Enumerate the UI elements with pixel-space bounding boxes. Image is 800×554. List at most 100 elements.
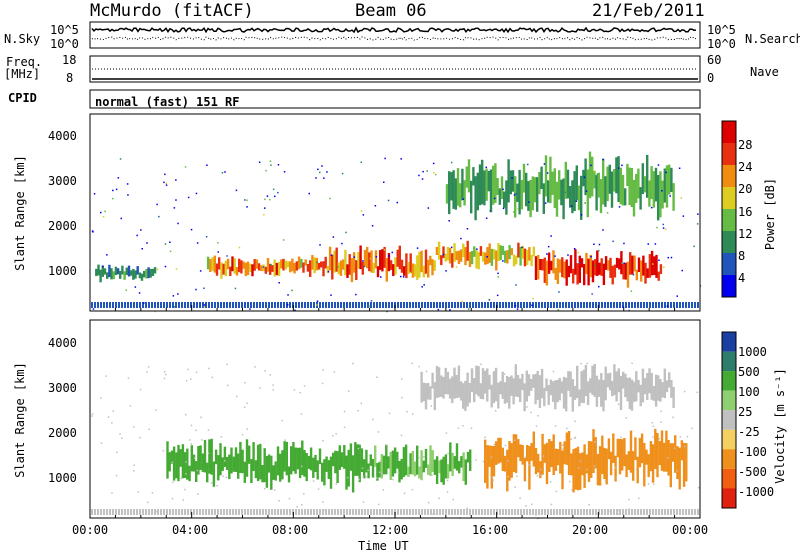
heatmap-cell: [604, 366, 607, 401]
heatmap-cell: [611, 265, 614, 285]
heatmap-cell: [101, 265, 104, 277]
scatter-cell: [670, 509, 672, 515]
heatmap-cell: [270, 455, 273, 490]
heatmap-cell: [418, 365, 420, 368]
heatmap-cell: [450, 161, 453, 164]
scatter-cell: [199, 509, 201, 515]
heatmap-cell: [569, 186, 572, 208]
heatmap-cell: [557, 309, 560, 311]
heatmap-cell: [608, 372, 612, 391]
heatmap-cell: [567, 254, 569, 256]
heatmap-cell: [427, 259, 430, 278]
heatmap-cell: [359, 245, 362, 270]
heatmap-cell: [497, 437, 500, 464]
heatmap-cell: [171, 497, 174, 500]
scatter-cell: [481, 509, 483, 515]
heatmap-cell: [464, 380, 467, 411]
heatmap-cell: [330, 254, 333, 256]
heatmap-cell: [172, 481, 174, 483]
heatmap-cell: [642, 255, 645, 276]
scatter-cell: [124, 509, 126, 515]
heatmap-cell: [461, 168, 464, 201]
heatmap-cell: [629, 252, 632, 275]
colorbar-frame: [721, 331, 737, 509]
heatmap-cell: [531, 176, 534, 211]
scatter-cell: [205, 509, 207, 515]
heatmap-cell: [100, 211, 102, 214]
heatmap-cell: [556, 380, 559, 403]
scatter-cell: [364, 302, 366, 308]
scatter-cell: [427, 509, 429, 515]
scatter-cell: [406, 302, 408, 308]
cb2-tick-m25: -25: [738, 425, 760, 439]
heatmap-cell: [539, 259, 542, 270]
heatmap-cell: [283, 171, 286, 173]
heatmap-cell: [266, 258, 270, 272]
scatter-cell: [583, 302, 585, 308]
heatmap-cell: [678, 167, 681, 169]
heatmap-cell: [479, 246, 483, 256]
heatmap-cell: [324, 509, 326, 512]
scatter-cell: [472, 302, 474, 308]
heatmap-cell: [337, 266, 339, 268]
heatmap-cell: [490, 456, 493, 458]
heatmap-cell: [592, 429, 595, 473]
heatmap-cell: [514, 176, 517, 218]
heatmap-cell: [612, 433, 615, 463]
heatmap-cell: [533, 177, 537, 203]
heatmap-cell: [502, 207, 505, 210]
scatter-cell: [505, 302, 507, 308]
heatmap-cell: [660, 421, 662, 423]
heatmap-cell: [573, 385, 577, 400]
heatmap-cell: [321, 462, 324, 482]
heatmap-cell: [668, 164, 671, 195]
p2-ytick-2000: 2000: [48, 426, 77, 440]
heatmap-cell: [327, 460, 330, 479]
heatmap-cell: [582, 169, 585, 187]
heatmap-cell: [303, 385, 306, 387]
heatmap-cell: [295, 261, 298, 271]
heatmap-cell: [371, 459, 375, 478]
heatmap-cell: [224, 171, 226, 173]
heatmap-cell: [468, 252, 472, 267]
heatmap-cell: [358, 444, 361, 483]
heatmap-cell: [179, 449, 182, 467]
heatmap-cell: [303, 450, 306, 477]
scatter-cell: [181, 509, 183, 515]
heatmap-cell: [492, 371, 496, 403]
scatter-cell: [256, 302, 258, 308]
heatmap-cell: [127, 194, 129, 196]
heatmap-cell: [528, 247, 531, 261]
heatmap-cell: [165, 184, 168, 186]
heatmap-cell: [435, 247, 439, 255]
heatmap-cell: [493, 400, 495, 403]
heatmap-cell: [387, 199, 390, 202]
heatmap-cell: [389, 260, 393, 270]
scatter-cell: [271, 302, 273, 308]
heatmap-cell: [631, 255, 634, 275]
scatter-cell: [445, 509, 447, 515]
scatter-cell: [535, 509, 537, 515]
scatter-cell: [250, 509, 252, 515]
scatter-cell: [625, 509, 627, 515]
scatter-cell: [613, 509, 615, 515]
heatmap-cell: [389, 452, 392, 480]
scatter-cell: [373, 509, 375, 515]
heatmap-cell: [570, 453, 573, 476]
scatter-cell: [91, 509, 93, 515]
scatter-cell: [607, 509, 609, 515]
heatmap-cell: [650, 250, 654, 276]
date-title: 21/Feb/2011: [592, 1, 705, 21]
heatmap-cell: [683, 390, 686, 393]
heatmap-cell: [562, 376, 566, 409]
heatmap-cell: [424, 249, 428, 274]
heatmap-cell: [450, 246, 453, 249]
heatmap-cell: [585, 252, 588, 274]
heatmap-cell: [416, 247, 419, 249]
heatmap-cell: [138, 272, 142, 279]
heatmap-cell: [639, 187, 642, 210]
heatmap-cell: [666, 457, 669, 459]
heatmap-cell: [422, 265, 425, 278]
heatmap-cell: [649, 441, 653, 472]
scatter-cell: [220, 509, 222, 515]
